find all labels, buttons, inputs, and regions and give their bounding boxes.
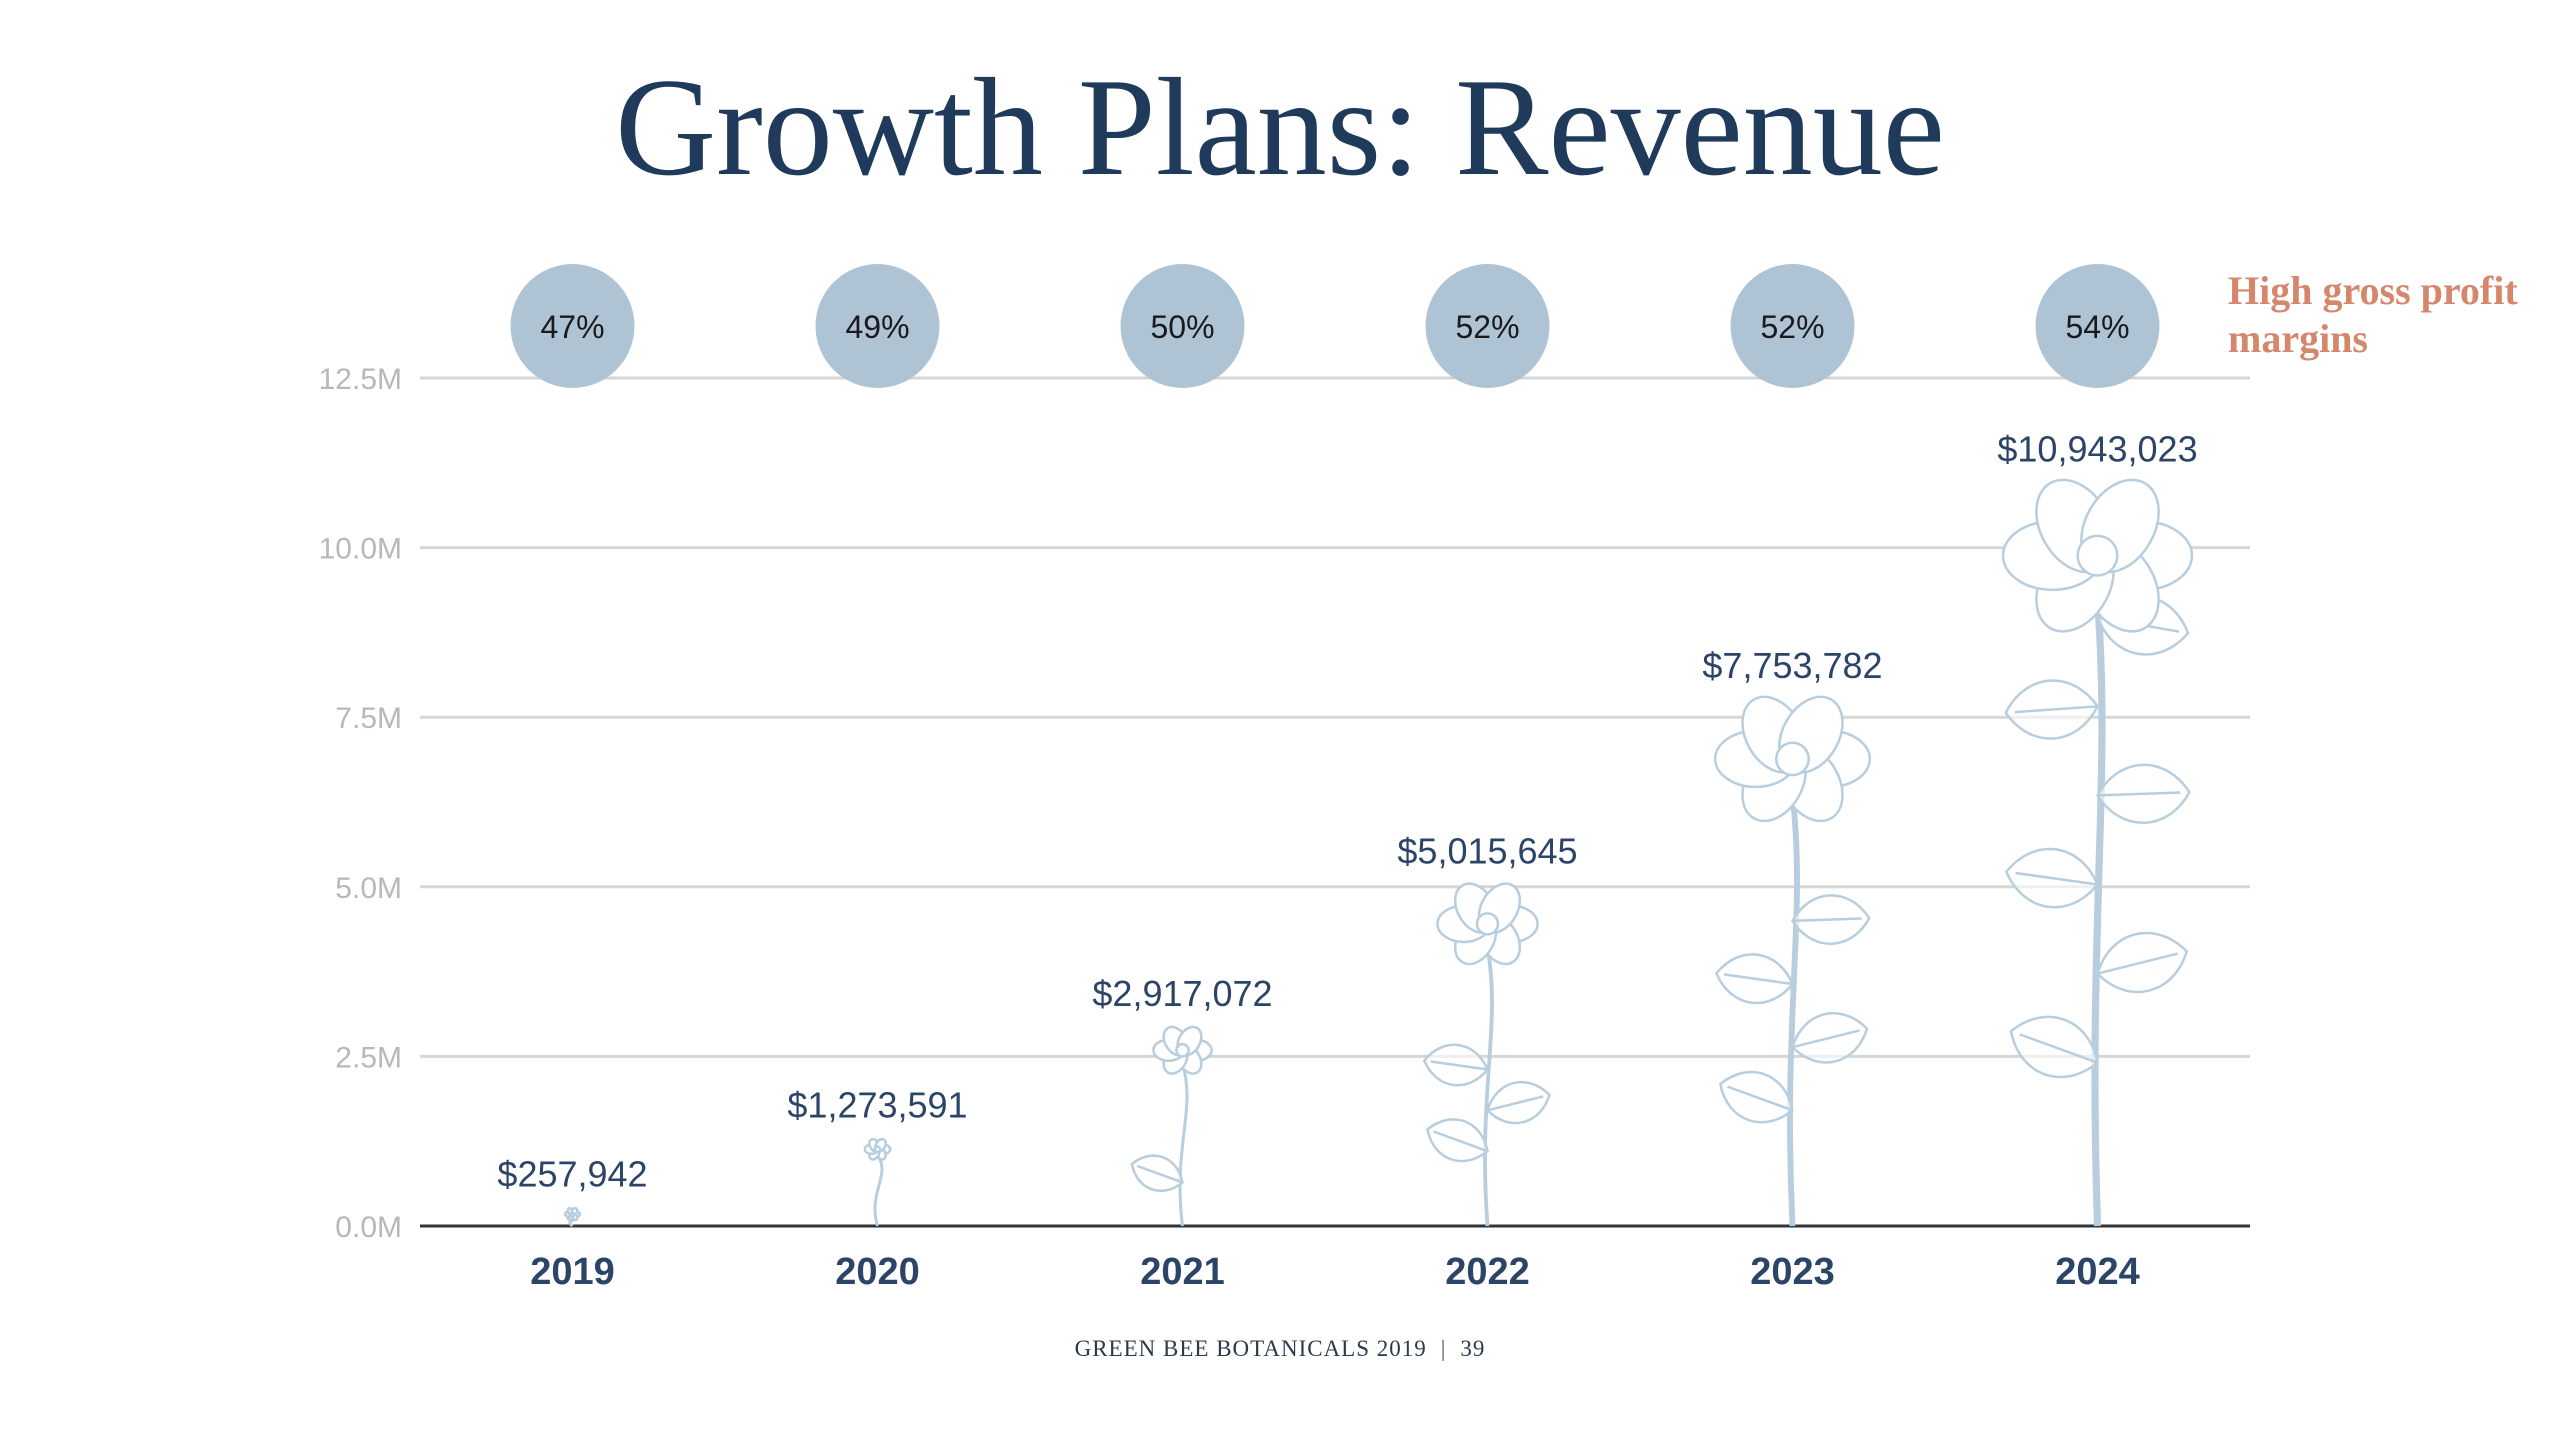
y-tick-label: 5.0M bbox=[335, 872, 402, 905]
margin-label: 49% bbox=[845, 309, 909, 345]
y-tick-label: 0.0M bbox=[335, 1211, 402, 1244]
margin-bubble bbox=[1120, 264, 1245, 388]
margin-label: 52% bbox=[1455, 309, 1519, 345]
data-label: $7,753,782 bbox=[1702, 645, 1882, 686]
flower-leaf bbox=[2004, 847, 2099, 909]
data-label: $10,943,023 bbox=[1997, 429, 2197, 470]
gross-margin-note: High gross profit margins bbox=[2228, 268, 2518, 361]
flower-stem bbox=[1178, 1063, 1189, 1227]
margin-bubble bbox=[1730, 264, 1855, 388]
page-number: 39 bbox=[1460, 1336, 1486, 1361]
margin-label: 52% bbox=[1760, 309, 1824, 345]
x-tick-label: 2023 bbox=[1750, 1251, 1835, 1293]
flower-stem bbox=[873, 1154, 884, 1227]
flower-stem bbox=[1787, 795, 1800, 1227]
flower-center bbox=[2076, 534, 2119, 577]
margin-bubble bbox=[510, 264, 635, 388]
margin-bubble bbox=[815, 264, 940, 388]
flower-center bbox=[569, 1211, 576, 1217]
flower-leaf bbox=[2004, 679, 2099, 740]
flower-stem bbox=[2091, 600, 2106, 1227]
flower-center bbox=[1775, 741, 1810, 777]
flower-stem bbox=[1483, 947, 1494, 1227]
flower-leaf bbox=[2096, 763, 2191, 825]
flower-center bbox=[1175, 1042, 1190, 1058]
margin-bubble bbox=[1425, 264, 1550, 388]
x-tick-label: 2024 bbox=[2055, 1251, 2140, 1293]
margin-bubble bbox=[2035, 264, 2160, 388]
y-tick-label: 7.5M bbox=[335, 702, 402, 735]
x-tick-label: 2022 bbox=[1445, 1251, 1530, 1293]
flower-leaf bbox=[2096, 931, 2189, 994]
footer: GREEN BEE BOTANICALS 2019 | 39 bbox=[0, 1336, 2560, 1362]
margin-label: 47% bbox=[540, 309, 604, 345]
flower-leaf bbox=[1426, 1118, 1489, 1163]
flower-leaf bbox=[1486, 1080, 1551, 1125]
flower-leaf bbox=[1718, 1070, 1794, 1124]
x-tick-label: 2019 bbox=[530, 1251, 615, 1293]
flower-center bbox=[1475, 912, 1500, 936]
flower-leaf bbox=[1422, 1043, 1489, 1087]
flower-leaf bbox=[1791, 894, 1871, 945]
flower-leaf bbox=[1791, 1012, 1869, 1064]
footer-separator: | bbox=[1440, 1336, 1447, 1361]
data-label: $5,015,645 bbox=[1397, 831, 1577, 872]
y-tick-label: 2.5M bbox=[335, 1041, 402, 1074]
flower-leaf bbox=[2009, 1015, 2099, 1079]
margin-label: 54% bbox=[2065, 309, 2129, 345]
x-tick-label: 2021 bbox=[1140, 1251, 1225, 1293]
data-label: $2,917,072 bbox=[1092, 973, 1272, 1014]
footer-company: GREEN BEE BOTANICALS 2019 bbox=[1074, 1336, 1427, 1361]
data-label: $257,942 bbox=[497, 1154, 647, 1195]
y-tick-label: 12.5M bbox=[319, 363, 402, 396]
x-tick-label: 2020 bbox=[835, 1251, 920, 1293]
flower-center bbox=[873, 1145, 882, 1154]
data-label: $1,273,591 bbox=[787, 1085, 967, 1126]
flower-leaf bbox=[1714, 953, 1794, 1005]
margin-label: 50% bbox=[1150, 309, 1214, 345]
flower-leaf bbox=[1130, 1154, 1184, 1193]
page-title: Growth Plans: Revenue bbox=[615, 50, 1945, 205]
y-tick-label: 10.0M bbox=[319, 533, 402, 566]
